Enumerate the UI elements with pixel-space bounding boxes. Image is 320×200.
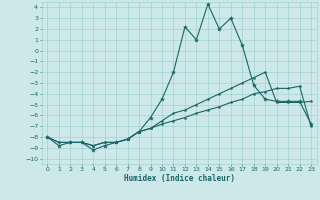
X-axis label: Humidex (Indice chaleur): Humidex (Indice chaleur) [124, 174, 235, 183]
